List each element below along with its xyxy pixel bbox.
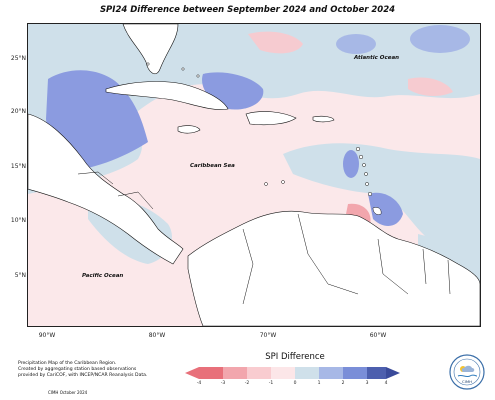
legend-tick-4: 4 [384, 381, 388, 386]
legend-swatch-8 [367, 367, 386, 379]
island-4 [364, 172, 368, 176]
legend-tick-3: 3 [365, 381, 369, 386]
map-title: SPI24 Difference between September 2024 … [99, 5, 396, 15]
spi-map [28, 24, 480, 326]
lon-label-60w: 60°W [369, 332, 387, 339]
legend-tick-neg4: -4 [196, 381, 202, 386]
jamaica [177, 125, 201, 134]
label-caribbean-sea: Caribbean Sea [190, 163, 235, 169]
lat-label-25n: 25°N [10, 55, 26, 62]
legend-swatch-6 [319, 367, 343, 379]
logo-text: CIMH [462, 379, 472, 384]
cuba [105, 81, 229, 110]
legend-arrow-left [185, 367, 199, 379]
border-5 [377, 238, 409, 295]
island-2 [358, 154, 364, 160]
central-america [28, 113, 184, 265]
credit-line-1: Precipitation Map of the Caribbean Regio… [18, 361, 117, 366]
legend-swatch-5 [295, 367, 319, 379]
credit-text: Precipitation Map of the Caribbean Regio… [18, 361, 168, 379]
zone-pink-north [248, 31, 303, 54]
south-america [187, 210, 480, 326]
credit-line-2: Created by aggregating station based obs… [18, 367, 137, 372]
borders [77, 171, 451, 305]
border-4 [297, 213, 359, 295]
zone-blue-ne [410, 25, 470, 53]
legend-swatch-7 [343, 367, 367, 379]
lat-label-15n: 15°N [10, 163, 26, 170]
zone-blue-north [336, 34, 376, 54]
legend-tick-neg3: -3 [220, 381, 226, 386]
island-3 [362, 163, 366, 167]
zone-blue-gulf [46, 70, 148, 169]
border-3 [242, 228, 254, 305]
lon-label-90w: 90°W [38, 332, 56, 339]
border-6 [422, 248, 427, 285]
legend-tick-2: 2 [341, 381, 345, 386]
hispaniola [245, 111, 297, 126]
zone-blue-lesser-antilles [343, 150, 359, 178]
label-pacific-ocean: Pacific Ocean [82, 273, 124, 279]
legend-colorbar [185, 367, 400, 379]
zone-blue-trinidad [368, 192, 403, 226]
legend-swatch-1 [199, 367, 223, 379]
credit-line-3: provided by CariCOF, with INCEP/NCAR Rea… [18, 373, 148, 378]
island-11 [196, 74, 200, 78]
small-islands [146, 62, 382, 215]
credit-date: CIMH October 2024 [48, 390, 88, 395]
florida [122, 24, 179, 75]
zone-pink-ne [408, 77, 453, 96]
island-8 [281, 180, 285, 184]
legend-tick-neg2: -2 [244, 381, 250, 386]
lon-label-70w: 70°W [259, 332, 277, 339]
lon-label-80w: 80°W [148, 332, 166, 339]
legend-tick-0: 0 [293, 381, 297, 386]
border-7 [447, 259, 451, 295]
island-6 [367, 191, 373, 197]
island-5 [365, 182, 369, 186]
legend-swatch-2 [223, 367, 247, 379]
lat-label-20n: 20°N [10, 108, 26, 115]
cimh-logo: CIMH [449, 354, 485, 390]
island-7 [264, 182, 268, 186]
legend-tick-1: 1 [317, 381, 321, 386]
island-1 [355, 146, 361, 152]
legend-swatch-3 [247, 367, 271, 379]
trinidad [372, 207, 382, 215]
label-atlantic-ocean: Atlantic Ocean [354, 55, 400, 61]
land-outlines [28, 24, 480, 326]
puerto-rico [312, 115, 335, 123]
lat-label-10n: 10°N [10, 217, 26, 224]
legend-tick-neg1: -1 [268, 381, 274, 386]
border-2 [117, 191, 154, 210]
legend-swatch-4 [271, 367, 295, 379]
island-9 [146, 62, 150, 66]
island-10 [181, 67, 185, 71]
map-panel [27, 23, 481, 327]
legend-title: SPI Difference [265, 352, 325, 362]
border-1 [77, 171, 114, 185]
legend-arrow-right [386, 367, 400, 379]
lat-label-5n: 5°N [14, 272, 26, 279]
